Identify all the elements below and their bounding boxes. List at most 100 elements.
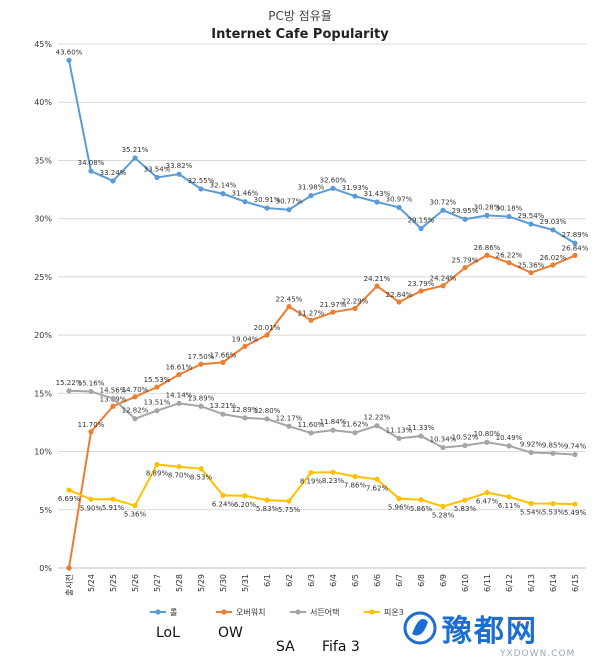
- data-label: 14.14%: [166, 391, 193, 399]
- data-label: 29.15%: [408, 217, 435, 225]
- data-label: 6.11%: [498, 502, 521, 510]
- data-label: 26.22%: [496, 252, 523, 260]
- data-point: [154, 461, 160, 468]
- data-label: 9.85%: [542, 441, 565, 449]
- x-tick-label: 5/30: [219, 574, 228, 592]
- data-label: 23.79%: [408, 280, 435, 288]
- data-point: [308, 193, 314, 199]
- data-point: [330, 427, 336, 433]
- data-point: [572, 451, 578, 458]
- data-label: 31.93%: [342, 184, 369, 192]
- x-tick-label: 6/7: [395, 574, 404, 587]
- data-label: 5.83%: [256, 505, 279, 513]
- data-point: [176, 464, 182, 470]
- data-point: [528, 500, 534, 507]
- data-label: 6.69%: [58, 495, 81, 503]
- data-label: 12.80%: [254, 407, 281, 415]
- data-label: 24.24%: [430, 275, 457, 283]
- data-point: [286, 207, 292, 213]
- x-tick-label: 6/4: [329, 574, 338, 587]
- x-tick-label: 6/9: [439, 574, 448, 587]
- data-label: 24.21%: [364, 275, 391, 283]
- watermark: 豫都网 YXDOWN.COM: [403, 611, 574, 659]
- data-point: [88, 496, 94, 502]
- data-point: [440, 444, 446, 451]
- data-point: [440, 207, 446, 213]
- data-label: 10.49%: [496, 434, 523, 442]
- legend-label: 피온3: [384, 608, 404, 617]
- x-tick-label: 5/24: [87, 574, 96, 592]
- data-label: 12.17%: [276, 414, 303, 422]
- chart-title: PC방 점유율: [268, 9, 332, 23]
- legend-label: 오버워치: [236, 607, 265, 617]
- data-point: [308, 430, 314, 436]
- data-point: [352, 193, 358, 199]
- data-label: 8.89%: [146, 469, 169, 477]
- data-label: 11.62%: [342, 421, 369, 429]
- data-label: 19.04%: [232, 335, 259, 343]
- x-tick-label: 6/11: [483, 574, 492, 592]
- legend: 롤 오버워치 서든어택 피온3: [150, 607, 404, 617]
- annotation-label: Fifa 3: [322, 639, 360, 655]
- data-label: 31.46%: [232, 190, 259, 198]
- annotations: LoL OW SA Fifa 3: [156, 625, 360, 655]
- data-point: [484, 439, 490, 445]
- x-tick-label: 출시전: [64, 574, 74, 596]
- data-point: [66, 487, 72, 493]
- data-point: [176, 171, 182, 177]
- y-tick-label: 0%: [39, 564, 52, 573]
- data-label: 7.86%: [344, 481, 367, 489]
- data-point: [286, 498, 292, 504]
- data-point: [198, 403, 204, 409]
- data-point: [264, 416, 270, 422]
- data-point: [418, 288, 424, 294]
- x-tick-label: 5/28: [175, 574, 184, 592]
- data-point: [352, 430, 358, 436]
- series-line: [68, 60, 576, 245]
- legend-label: 서든어택: [310, 607, 339, 617]
- data-label: 11.60%: [298, 421, 325, 429]
- data-label: 30.72%: [430, 198, 457, 206]
- data-label: 7.62%: [366, 484, 389, 492]
- data-point: [484, 490, 490, 496]
- data-label: 5.75%: [278, 506, 301, 514]
- y-tick-label: 35%: [34, 156, 52, 165]
- data-label: 21.97%: [320, 301, 347, 309]
- data-label: 26.84%: [562, 244, 589, 252]
- data-point: [374, 423, 380, 429]
- data-label: 5.36%: [124, 511, 147, 519]
- data-label: 14.56%: [100, 386, 127, 394]
- series-1: 43.60% 34.08% 33.24% 35.21% 33.54%33.82% 32.5…: [56, 48, 589, 246]
- data-point: [286, 303, 292, 310]
- series-line: [68, 463, 576, 508]
- data-label: 34.08%: [78, 159, 105, 167]
- x-tick-label: 6/1: [263, 574, 272, 587]
- data-label: 5.86%: [410, 505, 433, 513]
- data-label: 5.90%: [80, 504, 103, 512]
- data-label: 25.79%: [452, 257, 479, 265]
- legend-marker: [221, 609, 227, 615]
- legend-marker: [155, 609, 161, 615]
- data-label: 10.80%: [474, 430, 501, 438]
- data-label: 30.18%: [496, 205, 523, 213]
- x-tick-label: 6/13: [527, 574, 536, 592]
- data-label: 43.60%: [56, 48, 83, 56]
- data-label: 12.89%: [232, 406, 259, 414]
- data-label: 12.82%: [122, 407, 149, 415]
- x-tick-label: 5/29: [197, 574, 206, 592]
- y-tick-label: 5%: [39, 506, 52, 515]
- data-point: [462, 497, 468, 503]
- legend-marker: [295, 609, 301, 615]
- data-point: [550, 501, 556, 507]
- data-label: 9.92%: [520, 440, 543, 448]
- data-point: [264, 497, 270, 503]
- data-point: [352, 305, 358, 312]
- x-tick-label: 6/5: [351, 574, 360, 587]
- series-3: 15.22%15.16%14.56% 12.82%13.51%14.14%13.8…: [56, 379, 586, 458]
- data-point: [220, 359, 226, 365]
- data-point: [198, 466, 204, 472]
- data-point: [550, 227, 556, 233]
- data-point: [132, 416, 138, 422]
- data-label: 10.34%: [430, 436, 457, 444]
